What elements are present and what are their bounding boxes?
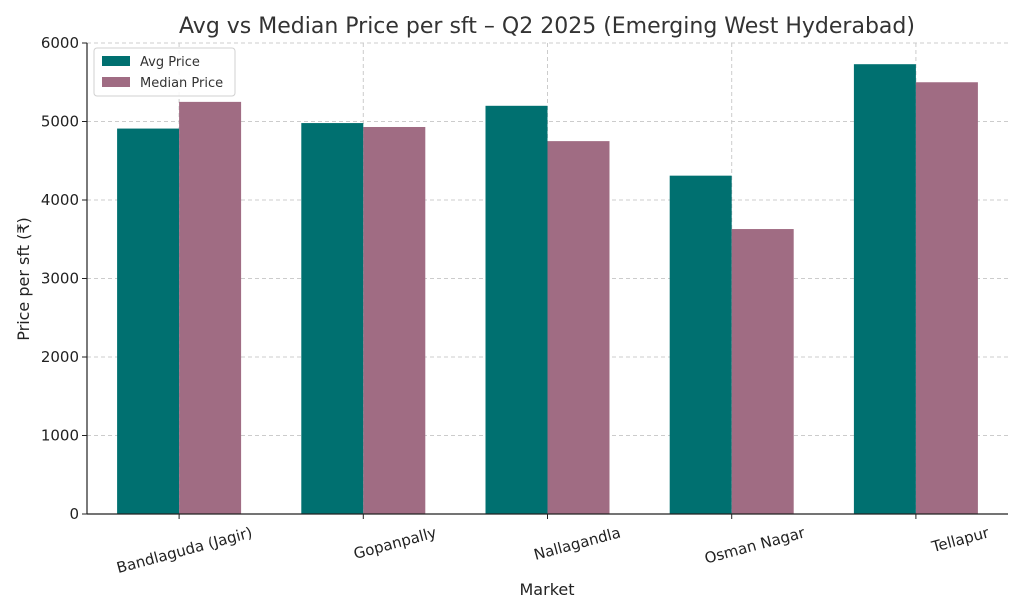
bar-avg-4	[853, 64, 916, 514]
x-tick-label: Bandlaguda (Jagir)	[115, 523, 254, 577]
y-tick-label: 1000	[41, 427, 79, 445]
y-tick-label: 2000	[41, 348, 79, 366]
y-axis-label: Price per sft (₹)	[14, 217, 33, 341]
bar-avg-0	[117, 128, 180, 514]
bar-median-4	[915, 82, 978, 514]
y-tick-label: 3000	[41, 270, 79, 288]
x-tick-label: Nallagandla	[532, 523, 623, 563]
legend-label: Median Price	[140, 76, 223, 91]
bar-median-3	[731, 229, 794, 515]
chart-title: Avg vs Median Price per sft – Q2 2025 (E…	[179, 14, 915, 39]
bar-avg-2	[485, 105, 548, 515]
bar-avg-3	[669, 175, 732, 515]
legend: Avg Price Median Price	[93, 47, 236, 97]
x-axis-label: Market	[520, 580, 575, 599]
legend-swatch	[102, 77, 130, 87]
y-tick-label: 4000	[41, 191, 79, 209]
x-ticks: Bandlaguda (Jagir) Gopanpally Nallagandla O…	[115, 514, 992, 577]
y-tick-label: 6000	[41, 34, 79, 52]
bar-avg-1	[301, 123, 364, 514]
y-ticks: 0 1000 2000 3000 4000 5000 6000	[41, 34, 87, 523]
legend-swatch	[102, 56, 130, 66]
y-tick-label: 0	[69, 505, 79, 523]
bar-median-0	[179, 101, 242, 514]
bars	[117, 64, 978, 515]
bar-median-2	[547, 141, 610, 514]
x-tick-label: Gopanpally	[352, 523, 439, 562]
y-tick-label: 5000	[41, 113, 79, 131]
x-tick-label: Osman Nagar	[703, 523, 808, 567]
bar-median-1	[363, 126, 426, 515]
x-tick-label: Tellapur	[929, 523, 992, 556]
legend-label: Avg Price	[140, 55, 200, 70]
